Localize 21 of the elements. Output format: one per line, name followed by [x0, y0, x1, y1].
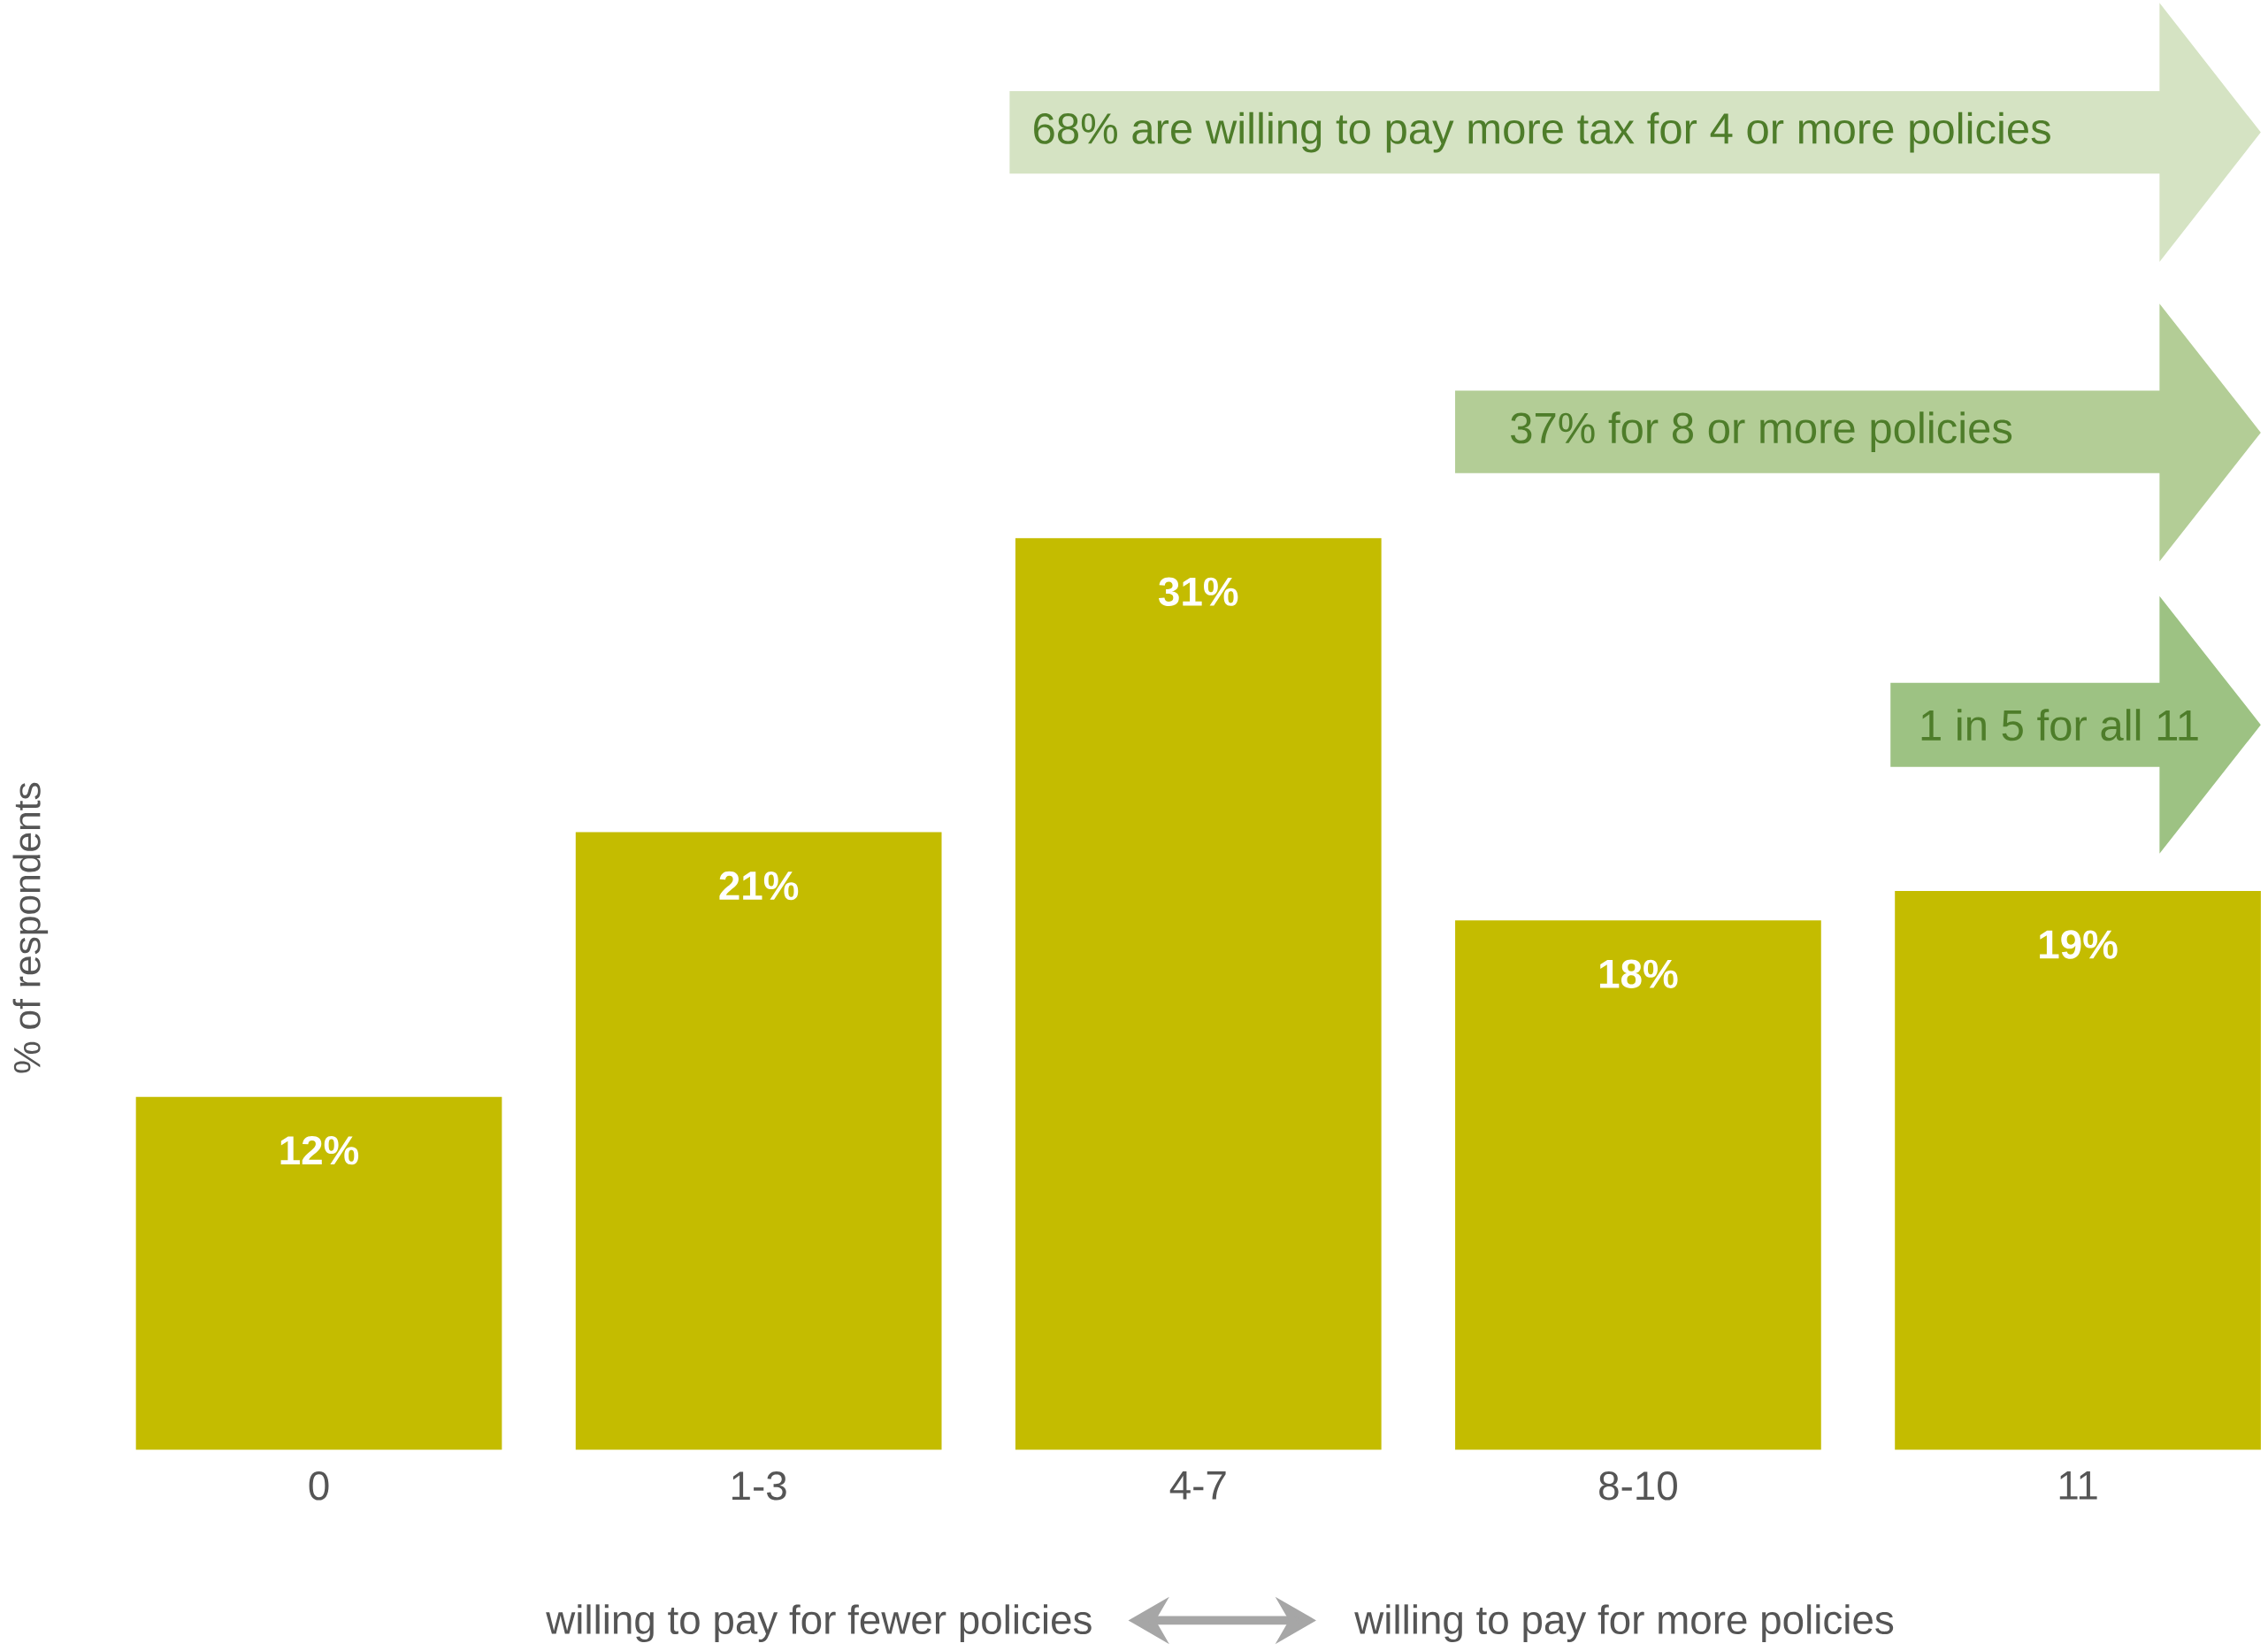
text: 68% are willing to pay more tax for 4 or more policies — [1034, 111, 2050, 153]
text: willing to pay for fewer policies — [546, 1604, 1092, 1643]
bar — [135, 1096, 502, 1450]
x-tick-label: 8-10 — [1599, 1471, 1677, 1501]
data-label: 21% — [719, 871, 799, 901]
data-label: 19% — [2040, 930, 2118, 959]
x-tick-label: 0 — [309, 1471, 329, 1501]
x-tick-label: 4-7 — [1169, 1471, 1226, 1500]
bar — [1015, 538, 1382, 1450]
x-tick-label: 11 — [2059, 1471, 2097, 1500]
bar — [1895, 891, 2261, 1450]
annotation: 1 in 5 for all 11 — [1921, 709, 2198, 741]
y-axis-title: % of respondents — [12, 782, 49, 1073]
text: willing to pay for more policies — [1354, 1604, 1894, 1643]
text: 37% for 8 or more policies — [1511, 411, 2012, 453]
bar — [1455, 920, 1821, 1450]
data-label: 31% — [1159, 577, 1238, 607]
data-label: 12% — [280, 1136, 359, 1165]
data-label: 18% — [1599, 959, 1678, 989]
bar — [575, 832, 942, 1450]
x-tick-label: 1-3 — [732, 1471, 786, 1501]
